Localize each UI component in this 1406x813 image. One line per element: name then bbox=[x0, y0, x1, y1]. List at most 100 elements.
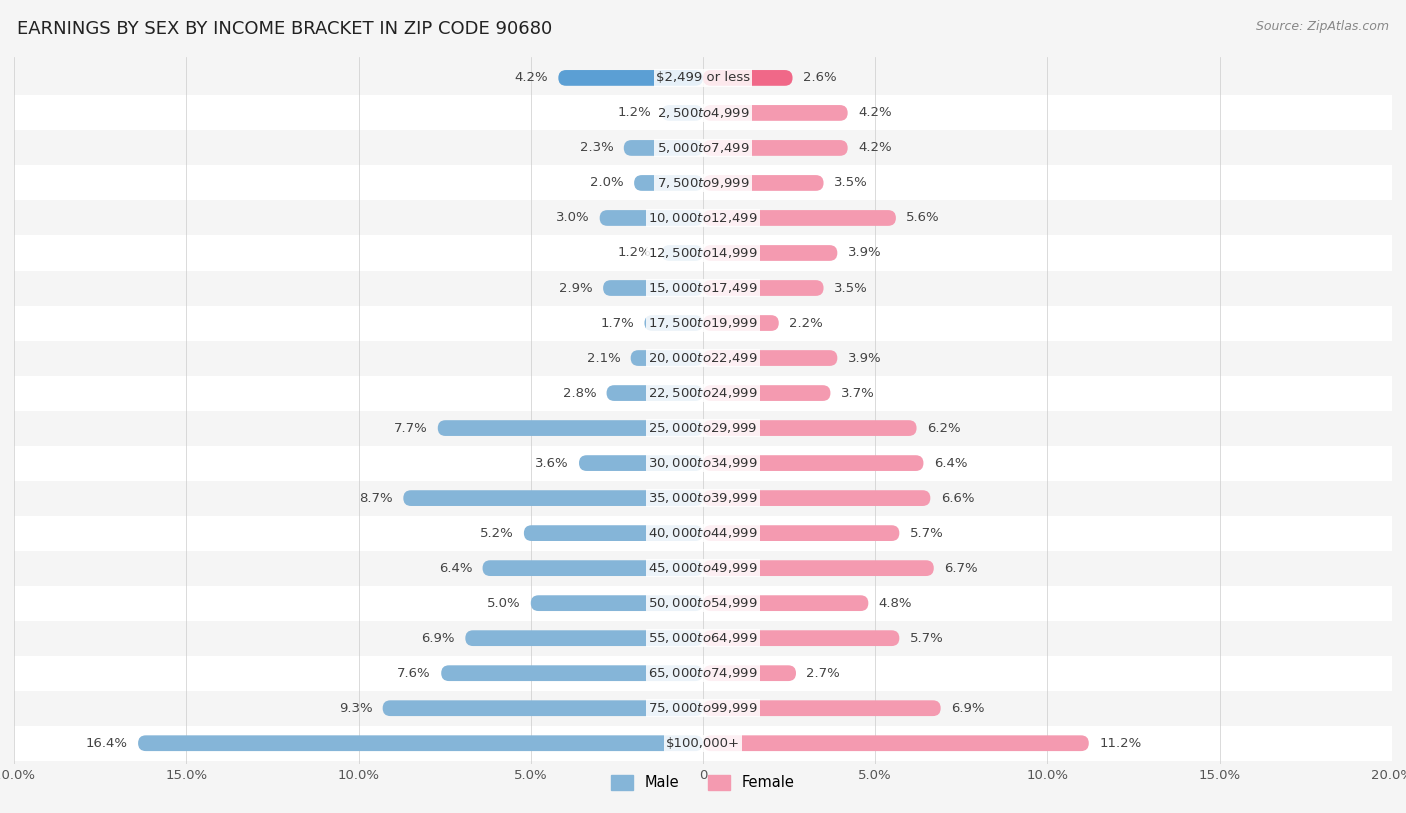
Bar bbox=[14, 95, 1392, 130]
Bar bbox=[14, 166, 1392, 201]
FancyBboxPatch shape bbox=[703, 420, 917, 436]
Text: 8.7%: 8.7% bbox=[360, 492, 392, 505]
FancyBboxPatch shape bbox=[558, 70, 703, 86]
Text: $2,499 or less: $2,499 or less bbox=[657, 72, 749, 85]
Text: 7.7%: 7.7% bbox=[394, 422, 427, 435]
FancyBboxPatch shape bbox=[465, 630, 703, 646]
Bar bbox=[14, 236, 1392, 271]
Text: $17,500 to $19,999: $17,500 to $19,999 bbox=[648, 316, 758, 330]
Bar bbox=[14, 376, 1392, 411]
Text: 6.9%: 6.9% bbox=[422, 632, 456, 645]
Text: $10,000 to $12,499: $10,000 to $12,499 bbox=[648, 211, 758, 225]
Text: $15,000 to $17,499: $15,000 to $17,499 bbox=[648, 281, 758, 295]
Bar bbox=[14, 515, 1392, 550]
FancyBboxPatch shape bbox=[138, 735, 703, 751]
Text: 5.2%: 5.2% bbox=[479, 527, 513, 540]
Text: $65,000 to $74,999: $65,000 to $74,999 bbox=[648, 666, 758, 680]
Text: 3.5%: 3.5% bbox=[834, 176, 868, 189]
FancyBboxPatch shape bbox=[703, 140, 848, 156]
Text: Source: ZipAtlas.com: Source: ZipAtlas.com bbox=[1256, 20, 1389, 33]
Text: 6.2%: 6.2% bbox=[927, 422, 960, 435]
Bar bbox=[14, 620, 1392, 655]
Text: $2,500 to $4,999: $2,500 to $4,999 bbox=[657, 106, 749, 120]
FancyBboxPatch shape bbox=[441, 665, 703, 681]
Bar bbox=[14, 271, 1392, 306]
Text: $22,500 to $24,999: $22,500 to $24,999 bbox=[648, 386, 758, 400]
Text: 5.0%: 5.0% bbox=[486, 597, 520, 610]
Text: 1.7%: 1.7% bbox=[600, 316, 634, 329]
Text: 4.2%: 4.2% bbox=[858, 141, 891, 154]
FancyBboxPatch shape bbox=[703, 525, 900, 541]
FancyBboxPatch shape bbox=[703, 735, 1088, 751]
Text: 5.7%: 5.7% bbox=[910, 527, 943, 540]
FancyBboxPatch shape bbox=[631, 350, 703, 366]
Text: 4.8%: 4.8% bbox=[879, 597, 912, 610]
Bar bbox=[14, 130, 1392, 166]
FancyBboxPatch shape bbox=[662, 245, 703, 261]
FancyBboxPatch shape bbox=[703, 175, 824, 191]
FancyBboxPatch shape bbox=[703, 105, 848, 121]
FancyBboxPatch shape bbox=[579, 455, 703, 471]
Bar bbox=[14, 341, 1392, 376]
Text: 1.2%: 1.2% bbox=[617, 107, 651, 120]
FancyBboxPatch shape bbox=[703, 700, 941, 716]
FancyBboxPatch shape bbox=[437, 420, 703, 436]
Text: $5,000 to $7,499: $5,000 to $7,499 bbox=[657, 141, 749, 155]
Text: 3.6%: 3.6% bbox=[536, 457, 568, 470]
Text: 3.0%: 3.0% bbox=[555, 211, 589, 224]
Bar bbox=[14, 60, 1392, 95]
Text: 16.4%: 16.4% bbox=[86, 737, 128, 750]
FancyBboxPatch shape bbox=[703, 385, 831, 401]
Text: 2.0%: 2.0% bbox=[591, 176, 624, 189]
Text: 3.9%: 3.9% bbox=[848, 351, 882, 364]
FancyBboxPatch shape bbox=[524, 525, 703, 541]
Text: 2.1%: 2.1% bbox=[586, 351, 620, 364]
FancyBboxPatch shape bbox=[634, 175, 703, 191]
FancyBboxPatch shape bbox=[703, 665, 796, 681]
Text: EARNINGS BY SEX BY INCOME BRACKET IN ZIP CODE 90680: EARNINGS BY SEX BY INCOME BRACKET IN ZIP… bbox=[17, 20, 553, 38]
Text: 2.2%: 2.2% bbox=[789, 316, 823, 329]
Text: 3.7%: 3.7% bbox=[841, 386, 875, 399]
Text: 6.4%: 6.4% bbox=[934, 457, 967, 470]
FancyBboxPatch shape bbox=[703, 70, 793, 86]
Legend: Male, Female: Male, Female bbox=[606, 769, 800, 796]
Text: 7.6%: 7.6% bbox=[398, 667, 430, 680]
Text: 4.2%: 4.2% bbox=[858, 107, 891, 120]
Bar bbox=[14, 691, 1392, 726]
Text: $40,000 to $44,999: $40,000 to $44,999 bbox=[648, 526, 758, 540]
Text: $100,000+: $100,000+ bbox=[666, 737, 740, 750]
FancyBboxPatch shape bbox=[703, 560, 934, 576]
FancyBboxPatch shape bbox=[703, 350, 838, 366]
Bar bbox=[14, 726, 1392, 761]
Text: $20,000 to $22,499: $20,000 to $22,499 bbox=[648, 351, 758, 365]
Bar bbox=[14, 201, 1392, 236]
FancyBboxPatch shape bbox=[703, 595, 869, 611]
Text: $12,500 to $14,999: $12,500 to $14,999 bbox=[648, 246, 758, 260]
Text: 6.9%: 6.9% bbox=[950, 702, 984, 715]
Text: 2.8%: 2.8% bbox=[562, 386, 596, 399]
Text: $75,000 to $99,999: $75,000 to $99,999 bbox=[648, 701, 758, 715]
Text: $55,000 to $64,999: $55,000 to $64,999 bbox=[648, 631, 758, 646]
Bar bbox=[14, 446, 1392, 480]
FancyBboxPatch shape bbox=[606, 385, 703, 401]
Text: $45,000 to $49,999: $45,000 to $49,999 bbox=[648, 561, 758, 575]
Text: 1.2%: 1.2% bbox=[617, 246, 651, 259]
FancyBboxPatch shape bbox=[703, 490, 931, 506]
Text: 6.4%: 6.4% bbox=[439, 562, 472, 575]
FancyBboxPatch shape bbox=[703, 210, 896, 226]
Bar bbox=[14, 480, 1392, 515]
Text: 2.7%: 2.7% bbox=[807, 667, 841, 680]
Bar bbox=[14, 411, 1392, 446]
Bar bbox=[14, 655, 1392, 691]
Text: 5.7%: 5.7% bbox=[910, 632, 943, 645]
Text: $7,500 to $9,999: $7,500 to $9,999 bbox=[657, 176, 749, 190]
Bar bbox=[14, 585, 1392, 620]
FancyBboxPatch shape bbox=[603, 280, 703, 296]
Text: 2.3%: 2.3% bbox=[579, 141, 613, 154]
FancyBboxPatch shape bbox=[531, 595, 703, 611]
FancyBboxPatch shape bbox=[599, 210, 703, 226]
FancyBboxPatch shape bbox=[382, 700, 703, 716]
Text: 5.6%: 5.6% bbox=[907, 211, 939, 224]
Text: 6.6%: 6.6% bbox=[941, 492, 974, 505]
FancyBboxPatch shape bbox=[482, 560, 703, 576]
